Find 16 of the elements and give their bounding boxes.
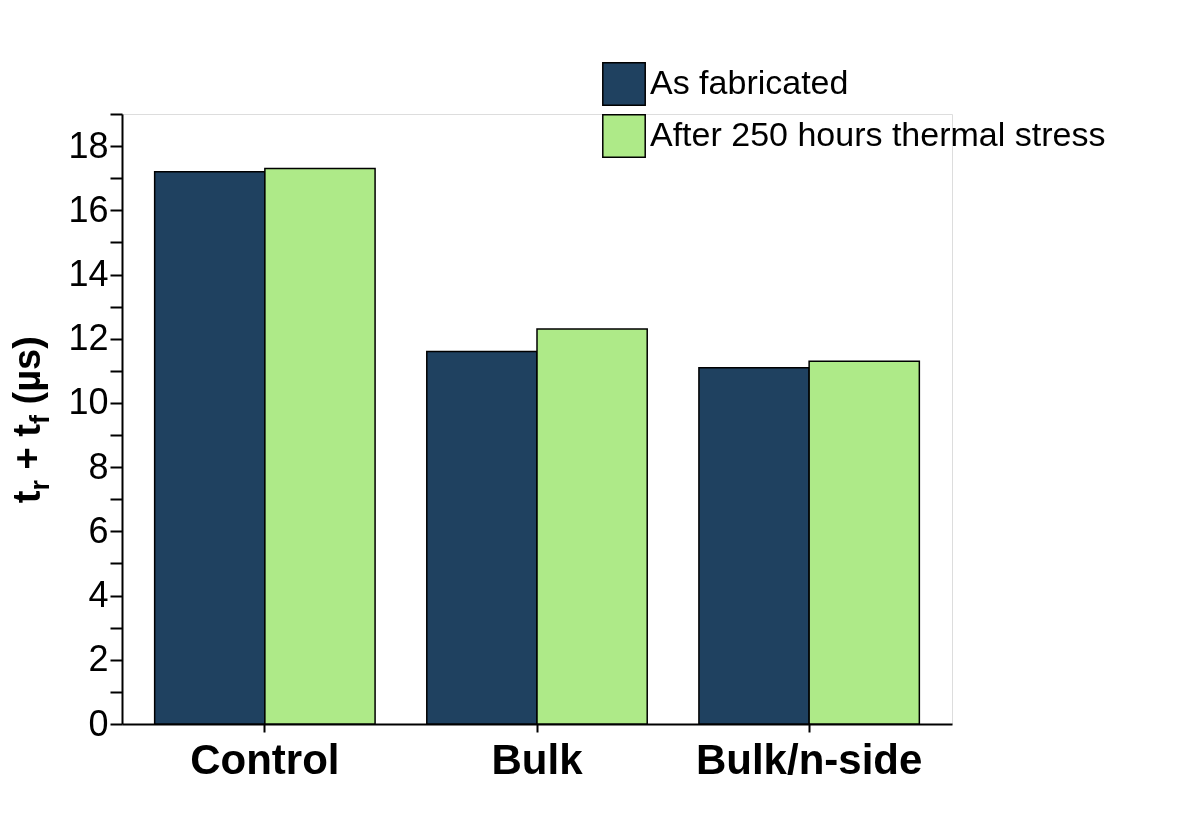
- y-tick-label: 14: [68, 253, 109, 295]
- x-tick-label: Bulk/n-side: [695, 735, 923, 783]
- y-tick-label: 18: [68, 124, 109, 166]
- legend-label: As fabricated: [650, 63, 849, 101]
- legend-label: After 250 hours thermal stress: [650, 115, 1106, 153]
- y-tick-label: 0: [88, 702, 109, 744]
- y-tick-label: 16: [68, 188, 109, 230]
- y-tick-label: 4: [88, 574, 109, 616]
- x-tick-label: Bulk: [491, 735, 584, 783]
- y-axis-title: tr + tf (µs): [6, 336, 55, 504]
- y-tick-label: 12: [68, 317, 109, 359]
- y-tick-label: 8: [88, 445, 109, 487]
- y-tick-label: 6: [88, 509, 109, 551]
- y-tick-label: 2: [88, 638, 109, 680]
- x-tick-label: Control: [190, 735, 340, 783]
- y-tick-label: 10: [68, 381, 109, 423]
